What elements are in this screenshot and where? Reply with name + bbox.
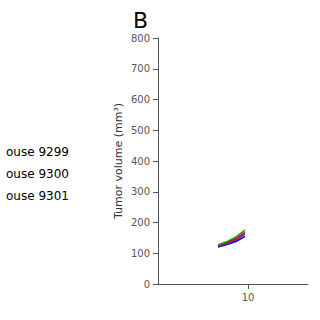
svg-text:Tumor volume (mm³): Tumor volume (mm³)	[112, 103, 125, 220]
svg-text:ouse 9299: ouse 9299	[6, 145, 69, 159]
svg-text:300: 300	[131, 186, 150, 197]
svg-text:0: 0	[144, 279, 150, 290]
svg-text:10: 10	[242, 292, 255, 303]
svg-text:800: 800	[131, 33, 150, 44]
svg-text:B: B	[133, 8, 148, 33]
svg-text:ouse 9300: ouse 9300	[6, 167, 69, 181]
svg-text:100: 100	[131, 248, 150, 259]
svg-text:700: 700	[131, 63, 150, 74]
svg-text:600: 600	[131, 94, 150, 105]
svg-text:200: 200	[131, 217, 150, 228]
svg-text:500: 500	[131, 125, 150, 136]
svg-text:400: 400	[131, 156, 150, 167]
svg-text:ouse 9301: ouse 9301	[6, 189, 69, 203]
